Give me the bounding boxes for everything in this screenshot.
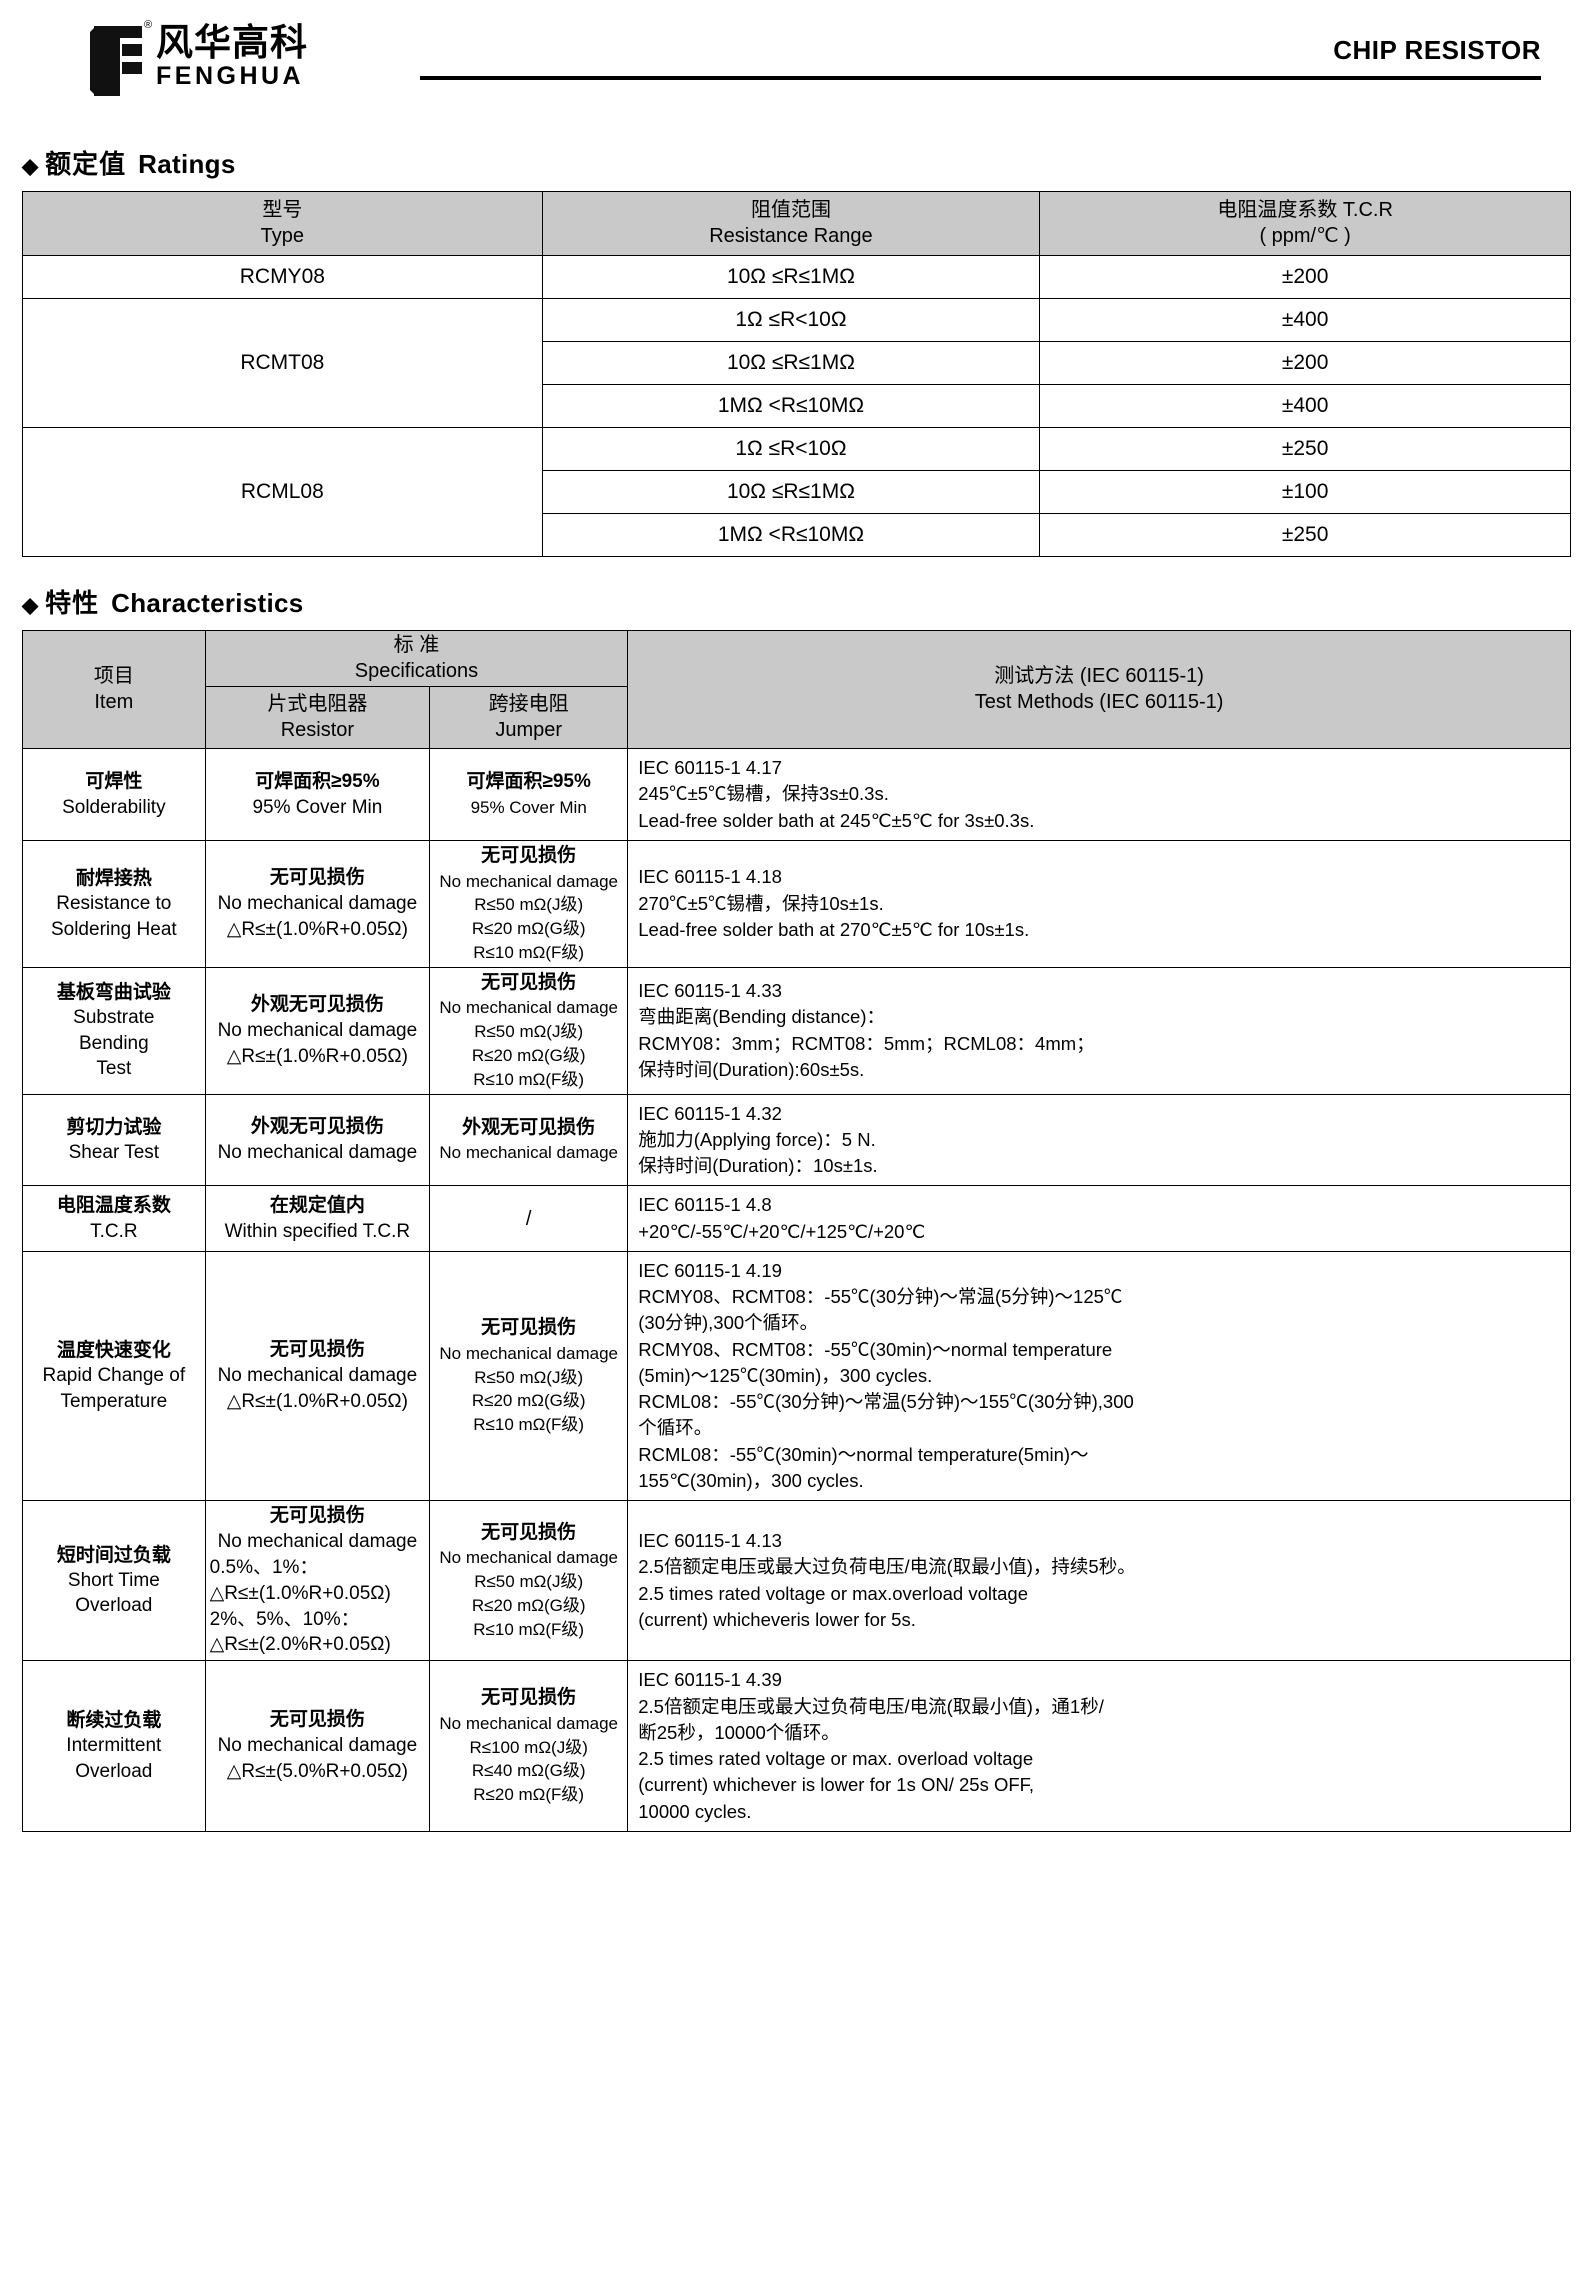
- chars-jumper-spec: 无可见损伤 No mechanical damage R≤50 mΩ(J级) R…: [429, 966, 629, 1095]
- section-heading-ratings: ◆ 额定值 Ratings: [22, 144, 1593, 181]
- chars-test-method: IEC 60115-1 4.18 270℃±5℃锡槽，保持10s±1s. Lea…: [627, 839, 1571, 968]
- ratings-tcr: ±400: [1039, 298, 1571, 342]
- section-heading-characteristics: ◆ 特性 Characteristics: [22, 583, 1593, 620]
- ratings-tcr: ±250: [1039, 513, 1571, 557]
- diamond-bullet-icon: ◆: [22, 594, 39, 617]
- chars-resistor-spec: 无可见损伤 No mechanical damage 0.5%、1%： △R≤±…: [204, 1500, 431, 1662]
- chars-jumper-spec: 无可见损伤 No mechanical damage R≤50 mΩ(J级) R…: [429, 839, 629, 968]
- ratings-header-type: 型号 Type: [22, 191, 543, 256]
- diamond-bullet-icon: ◆: [22, 155, 39, 178]
- chars-test-method: IEC 60115-1 4.32 施加力(Applying force)：5 N…: [627, 1093, 1571, 1187]
- table-row: 剪切力试验 Shear Test 外观无可见损伤 No mechanical d…: [22, 1093, 1571, 1187]
- ratings-range: 1Ω ≤R<10Ω: [541, 298, 1041, 342]
- chars-resistor-spec: 无可见损伤 No mechanical damage △R≤±(1.0%R+0.…: [204, 1250, 431, 1502]
- table-header-row: 片式电阻器 Resistor 跨接电阻 Jumper: [23, 686, 1571, 750]
- section-heading-characteristics-cn: 特性: [45, 588, 100, 618]
- chars-header-item: 项目 Item: [22, 629, 206, 750]
- chars-test-method: IEC 60115-1 4.13 2.5倍额定电压或最大过负荷电压/电流(取最小…: [627, 1500, 1571, 1662]
- characteristics-table: 项目 Item 标 准 Specifications 测试方法 (IEC 601…: [22, 629, 1571, 1832]
- table-row: 可焊性 Solderability 可焊面积≥95% 95% Cover Min…: [22, 748, 1571, 841]
- page-header: ® 风华高科 FENGHUA CHIP RESISTOR: [0, 0, 1593, 104]
- ratings-range: 1MΩ <R≤10MΩ: [541, 513, 1041, 557]
- ratings-type-rcmt08: RCMT08: [22, 298, 543, 428]
- ratings-tcr: ±400: [1039, 384, 1571, 428]
- chars-item-intermittent-overload: 断续过负载 Intermittent Overload: [22, 1660, 206, 1832]
- chars-resistor-spec: 无可见损伤 No mechanical damage △R≤±(1.0%R+0.…: [204, 839, 431, 968]
- chars-jumper-spec: 无可见损伤 No mechanical damage R≤100 mΩ(J级) …: [429, 1660, 629, 1832]
- table-row: RCML08 1Ω ≤R<10Ω ±250: [22, 427, 1571, 557]
- section-heading-ratings-en: Ratings: [138, 149, 236, 179]
- chars-test-method: IEC 60115-1 4.39 2.5倍额定电压或最大过负荷电压/电流(取最小…: [627, 1660, 1571, 1832]
- chars-resistor-spec: 无可见损伤 No mechanical damage △R≤±(5.0%R+0.…: [204, 1660, 431, 1832]
- ratings-header-resistance-range: 阻值范围 Resistance Range: [541, 191, 1041, 256]
- chars-resistor-spec: 在规定值内 Within specified T.C.R: [204, 1185, 431, 1252]
- table-row: 耐焊接热 Resistance to Soldering Heat 无可见损伤 …: [22, 839, 1571, 968]
- table-row: 1MΩ <R≤10MΩ ±250: [23, 513, 1571, 557]
- chars-item-substrate-bending-test: 基板弯曲试验 Substrate Bending Test: [22, 966, 206, 1095]
- chars-item-tcr: 电阻温度系数 T.C.R: [22, 1185, 206, 1252]
- chars-header-jumper: 跨接电阻 Jumper: [429, 686, 629, 750]
- table-row: 10Ω ≤R≤1MΩ ±100: [23, 470, 1571, 514]
- ratings-tcr: ±100: [1039, 470, 1571, 514]
- chars-jumper-spec: 无可见损伤 No mechanical damage R≤50 mΩ(J级) R…: [429, 1500, 629, 1662]
- table-row: 基板弯曲试验 Substrate Bending Test 外观无可见损伤 No…: [22, 966, 1571, 1095]
- brand-name-en: FENGHUA: [156, 61, 305, 90]
- ratings-range: 10Ω ≤R≤1MΩ: [541, 255, 1041, 299]
- chars-jumper-spec: /: [429, 1185, 629, 1252]
- table-row: 10Ω ≤R≤1MΩ ±200: [23, 341, 1571, 385]
- chars-header-resistor: 片式电阻器 Resistor: [204, 686, 431, 750]
- chars-header-test-methods: 测试方法 (IEC 60115-1) Test Methods (IEC 601…: [627, 629, 1571, 750]
- ratings-tcr: ±200: [1039, 255, 1571, 299]
- ratings-table: 型号 Type 阻值范围 Resistance Range 电阻温度系数 T.C…: [22, 191, 1571, 557]
- chars-test-method: IEC 60115-1 4.19 RCMY08、RCMT08：-55℃(30分钟…: [627, 1250, 1571, 1502]
- ratings-range: 10Ω ≤R≤1MΩ: [541, 470, 1041, 514]
- section-heading-characteristics-en: Characteristics: [111, 588, 304, 618]
- chars-header-specifications: 标 准 Specifications: [204, 629, 629, 688]
- ratings-type-rcmy08: RCMY08: [22, 255, 543, 299]
- table-row: RCMT08 1Ω ≤R<10Ω ±400: [22, 298, 1571, 428]
- chars-test-method: IEC 60115-1 4.17 245℃±5℃锡槽，保持3s±0.3s. Le…: [627, 748, 1571, 841]
- chars-item-solderability: 可焊性 Solderability: [22, 748, 206, 841]
- brand-name-cn: 风华高科: [156, 22, 308, 63]
- document-title: CHIP RESISTOR: [1333, 35, 1541, 65]
- ratings-header-tcr: 电阻温度系数 T.C.R ( ppm/℃ ): [1039, 191, 1571, 256]
- chars-test-method: IEC 60115-1 4.8 +20℃/-55℃/+20℃/+125℃/+20…: [627, 1185, 1571, 1252]
- chars-item-short-time-overload: 短时间过负载 Short Time Overload: [22, 1500, 206, 1662]
- registered-trademark-icon: ®: [144, 19, 153, 31]
- brand-logo: ® 风华高科 FENGHUA: [88, 20, 308, 100]
- chars-resistor-spec: 可焊面积≥95% 95% Cover Min: [204, 748, 431, 841]
- chars-item-rapid-change-of-temperature: 温度快速变化 Rapid Change of Temperature: [22, 1250, 206, 1502]
- header-divider: [420, 76, 1541, 80]
- chars-item-resistance-to-soldering-heat: 耐焊接热 Resistance to Soldering Heat: [22, 839, 206, 968]
- section-heading-ratings-cn: 额定值: [45, 149, 127, 179]
- table-row: 断续过负载 Intermittent Overload 无可见损伤 No mec…: [22, 1660, 1571, 1832]
- chars-test-method: IEC 60115-1 4.33 弯曲距离(Bending distance)：…: [627, 966, 1571, 1095]
- table-row: 电阻温度系数 T.C.R 在规定值内 Within specified T.C.…: [22, 1185, 1571, 1252]
- chars-resistor-spec: 外观无可见损伤 No mechanical damage △R≤±(1.0%R+…: [204, 966, 431, 1095]
- table-row: RCMY08 10Ω ≤R≤1MΩ ±200: [22, 255, 1571, 299]
- table-row: 1MΩ <R≤10MΩ ±400: [23, 384, 1571, 428]
- table-header-row: 型号 Type 阻值范围 Resistance Range 电阻温度系数 T.C…: [22, 191, 1571, 256]
- ratings-tcr: ±200: [1039, 341, 1571, 385]
- table-row: 短时间过负载 Short Time Overload 无可见损伤 No mech…: [22, 1500, 1571, 1662]
- table-row: 温度快速变化 Rapid Change of Temperature 无可见损伤…: [22, 1250, 1571, 1502]
- ratings-range: 1Ω ≤R<10Ω: [541, 427, 1041, 471]
- chars-jumper-spec: 无可见损伤 No mechanical damage R≤50 mΩ(J级) R…: [429, 1250, 629, 1502]
- table-header-row: 项目 Item 标 准 Specifications 测试方法 (IEC 601…: [22, 629, 1571, 750]
- chars-resistor-spec: 外观无可见损伤 No mechanical damage: [204, 1093, 431, 1187]
- ratings-range: 10Ω ≤R≤1MΩ: [541, 341, 1041, 385]
- chars-item-shear-test: 剪切力试验 Shear Test: [22, 1093, 206, 1187]
- ratings-type-rcml08: RCML08: [22, 427, 543, 557]
- ratings-range: 1MΩ <R≤10MΩ: [541, 384, 1041, 428]
- ratings-tcr: ±250: [1039, 427, 1571, 471]
- chars-jumper-spec: 可焊面积≥95% 95% Cover Min: [429, 748, 629, 841]
- chars-jumper-spec: 外观无可见损伤 No mechanical damage: [429, 1093, 629, 1187]
- fenghua-logo-icon: ®: [88, 20, 152, 100]
